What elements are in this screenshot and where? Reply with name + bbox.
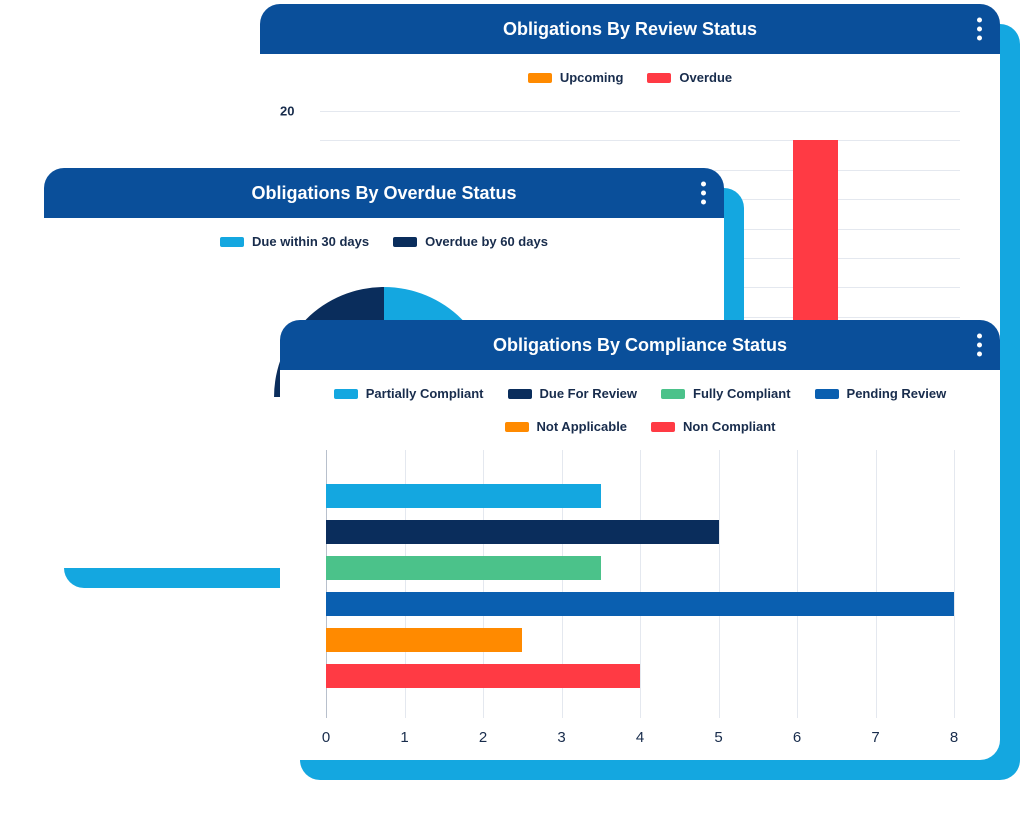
kebab-menu-icon[interactable]: [977, 18, 982, 41]
legend-item: Pending Review: [815, 386, 947, 401]
gridline: [876, 450, 877, 718]
gridline: [320, 140, 960, 141]
card-title: Obligations By Compliance Status: [493, 335, 787, 356]
hbar: [326, 592, 954, 616]
hbar: [326, 484, 601, 508]
x-axis-tick: 5: [714, 729, 722, 746]
x-axis-tick: 8: [950, 729, 958, 746]
x-axis-tick: 1: [400, 729, 408, 746]
gridline: [797, 450, 798, 718]
review-legend: Upcoming Overdue: [260, 54, 1000, 93]
hbar: [326, 628, 522, 652]
legend-swatch: [508, 389, 532, 399]
kebab-menu-icon[interactable]: [977, 334, 982, 357]
hbar: [326, 520, 719, 544]
legend-label: Pending Review: [847, 386, 947, 401]
legend-swatch: [815, 389, 839, 399]
legend-label: Non Compliant: [683, 419, 775, 434]
gridline: [320, 111, 960, 112]
legend-item: Due For Review: [508, 386, 638, 401]
legend-label: Due For Review: [540, 386, 638, 401]
legend-label: Overdue: [679, 70, 732, 85]
x-axis-tick: 6: [793, 729, 801, 746]
x-axis-tick: 3: [557, 729, 565, 746]
x-axis-tick: 7: [871, 729, 879, 746]
legend-label: Not Applicable: [537, 419, 628, 434]
x-axis-tick: 2: [479, 729, 487, 746]
x-axis-tick: 4: [636, 729, 644, 746]
compliance-status-card: Obligations By Compliance Status Partial…: [280, 320, 1000, 760]
hbar: [326, 556, 601, 580]
gridline: [954, 450, 955, 718]
legend-label: Upcoming: [560, 70, 624, 85]
gridline: [719, 450, 720, 718]
card-header: Obligations By Overdue Status: [44, 168, 724, 218]
legend-swatch: [647, 73, 671, 83]
legend-item: Overdue: [647, 70, 732, 85]
compliance-chart-area: 012345678: [326, 450, 954, 750]
gridline: [640, 450, 641, 718]
hbar: [326, 664, 640, 688]
legend-item: Due within 30 days: [220, 234, 369, 249]
compliance-legend: Partially Compliant Due For Review Fully C…: [280, 370, 1000, 442]
legend-swatch: [220, 237, 244, 247]
y-axis-label: 20: [280, 104, 294, 119]
legend-swatch: [505, 422, 529, 432]
legend-label: Due within 30 days: [252, 234, 369, 249]
legend-label: Overdue by 60 days: [425, 234, 548, 249]
card-title: Obligations By Review Status: [503, 19, 757, 40]
legend-swatch: [334, 389, 358, 399]
legend-swatch: [393, 237, 417, 247]
legend-item: Partially Compliant: [334, 386, 484, 401]
card-header: Obligations By Review Status: [260, 4, 1000, 54]
legend-item: Overdue by 60 days: [393, 234, 548, 249]
overdue-legend: Due within 30 days Overdue by 60 days: [44, 218, 724, 257]
card-title: Obligations By Overdue Status: [251, 183, 516, 204]
legend-label: Fully Compliant: [693, 386, 791, 401]
legend-item: Upcoming: [528, 70, 624, 85]
x-axis-tick: 0: [322, 729, 330, 746]
legend-swatch: [651, 422, 675, 432]
card-header: Obligations By Compliance Status: [280, 320, 1000, 370]
legend-item: Not Applicable: [505, 419, 628, 434]
legend-swatch: [528, 73, 552, 83]
legend-item: Non Compliant: [651, 419, 775, 434]
legend-label: Partially Compliant: [366, 386, 484, 401]
kebab-menu-icon[interactable]: [701, 182, 706, 205]
legend-item: Fully Compliant: [661, 386, 791, 401]
legend-swatch: [661, 389, 685, 399]
